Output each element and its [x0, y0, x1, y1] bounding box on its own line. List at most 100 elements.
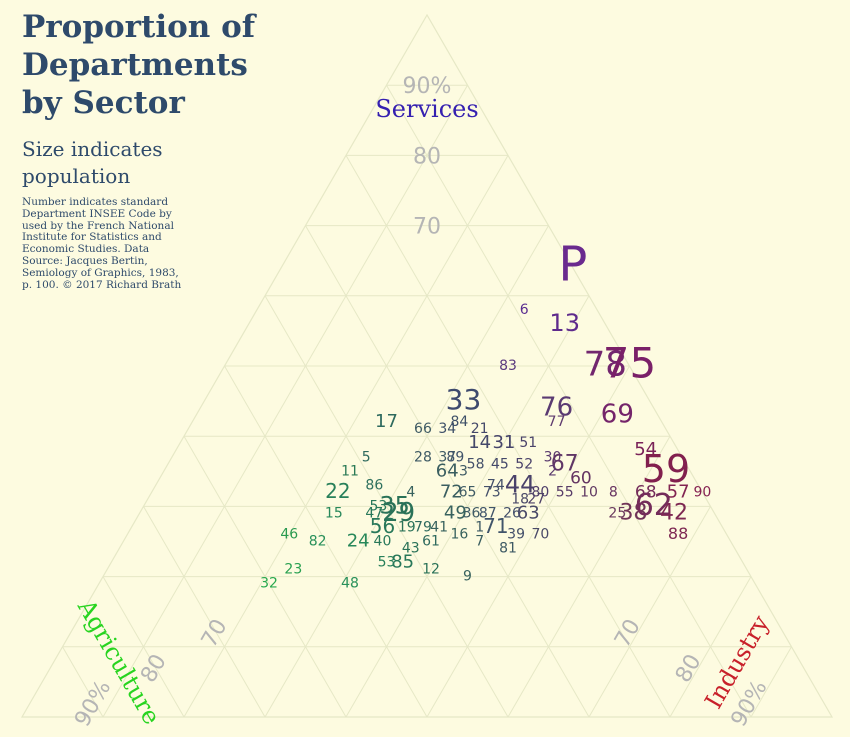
- department-point: 1: [475, 519, 484, 535]
- tick-services: 70: [413, 215, 441, 240]
- department-point: 47: [365, 505, 383, 521]
- chart-subtitle: Size indicates population: [22, 137, 163, 188]
- department-point: 14: [468, 432, 491, 453]
- department-point: 4: [406, 484, 415, 500]
- department-point: 40: [374, 534, 392, 550]
- department-point: 69: [601, 400, 634, 430]
- department-point: 55: [556, 484, 574, 500]
- department-point: 84: [450, 414, 468, 430]
- department-point: 17: [375, 411, 398, 432]
- department-point: 52: [515, 456, 533, 472]
- department-point: 60: [570, 468, 592, 488]
- department-point: 30: [544, 449, 562, 465]
- grid-line: [305, 225, 590, 718]
- department-point: 35: [379, 491, 410, 519]
- department-point: 67: [551, 451, 579, 476]
- department-point: 31: [492, 432, 515, 453]
- department-point: 77: [548, 414, 566, 430]
- department-point: 42: [660, 500, 688, 525]
- department-point: 72: [440, 481, 463, 502]
- grid-line: [669, 576, 752, 718]
- department-point: 27: [527, 491, 545, 507]
- department-point: 39: [507, 526, 525, 542]
- department-point: 71: [483, 514, 508, 538]
- department-point: 76: [540, 393, 573, 423]
- department-point: 21: [471, 421, 489, 437]
- department-point: 15: [325, 505, 343, 521]
- department-point: 38: [620, 500, 648, 525]
- department-point: 7: [475, 534, 484, 550]
- department-point: 32: [260, 576, 278, 592]
- department-point: 53: [369, 498, 387, 514]
- department-point: 64: [436, 460, 459, 481]
- grid-line: [264, 225, 549, 718]
- grid-line: [386, 84, 752, 718]
- department-point: 33: [446, 383, 482, 416]
- department-point: 36: [463, 505, 481, 521]
- department-point: 12: [422, 562, 440, 578]
- department-point: 73: [483, 484, 501, 500]
- department-point: 34: [438, 421, 456, 437]
- department-point: 88: [668, 524, 688, 543]
- department-point: 28: [414, 449, 432, 465]
- department-point: 62: [635, 488, 673, 523]
- grid-line: [143, 506, 266, 718]
- department-point: 66: [414, 421, 432, 437]
- grid-line: [62, 646, 104, 718]
- grid-line: [224, 365, 428, 718]
- department-point: 78: [584, 345, 627, 385]
- department-point: 25: [608, 505, 626, 521]
- department-point: 85: [391, 552, 414, 573]
- department-point: 44: [505, 470, 536, 498]
- tick-industry: 80: [671, 650, 707, 687]
- department-point: 37: [438, 449, 456, 465]
- department-point: 90: [693, 484, 711, 500]
- tick-services: 90%: [403, 74, 452, 99]
- department-point: 26: [503, 505, 521, 521]
- department-point: 19: [398, 519, 416, 535]
- grid-line: [183, 435, 347, 718]
- department-point: 6: [520, 302, 529, 318]
- department-point: 46: [280, 526, 298, 542]
- grid-line: [588, 506, 711, 718]
- department-point: 74: [487, 477, 505, 493]
- department-point: 53: [378, 555, 396, 571]
- department-point: 16: [450, 526, 468, 542]
- chart-source-note: Number indicates standard Department INS…: [22, 196, 182, 291]
- department-point: 49: [444, 502, 467, 523]
- department-point: 24: [347, 531, 370, 552]
- department-point: 87: [479, 505, 497, 521]
- department-point: 2: [548, 463, 557, 479]
- department-point: 89: [446, 449, 464, 465]
- department-point: 75: [603, 339, 656, 388]
- department-point: 70: [531, 526, 549, 542]
- department-point: 13: [549, 309, 580, 337]
- tick-agriculture: 90%: [70, 676, 116, 731]
- department-point: 86: [365, 477, 383, 493]
- department-point: 45: [491, 456, 509, 472]
- department-point: P: [558, 237, 587, 293]
- chart-title: Proportion of Departments by Sector: [22, 9, 256, 121]
- department-point: 3: [459, 463, 468, 479]
- grid-line: [102, 576, 185, 718]
- department-point: 56: [370, 514, 395, 538]
- department-point: 8: [609, 484, 618, 500]
- department-point: 68: [635, 482, 657, 502]
- department-point: 58: [467, 456, 485, 472]
- grid-line: [426, 365, 630, 718]
- grid-line: [750, 646, 792, 718]
- department-point: 59: [642, 447, 690, 491]
- ternary-grid: [20, 13, 834, 718]
- axis-labels: Services Agriculture Industry: [72, 95, 776, 729]
- department-point: 51: [519, 435, 537, 451]
- department-point: 43: [402, 541, 420, 557]
- department-point: 80: [531, 484, 549, 500]
- department-point: 10: [580, 484, 598, 500]
- department-point: 5: [362, 449, 371, 465]
- department-point: 48: [341, 576, 359, 592]
- grid-line: [507, 435, 671, 718]
- axis-label-services: Services: [375, 95, 478, 123]
